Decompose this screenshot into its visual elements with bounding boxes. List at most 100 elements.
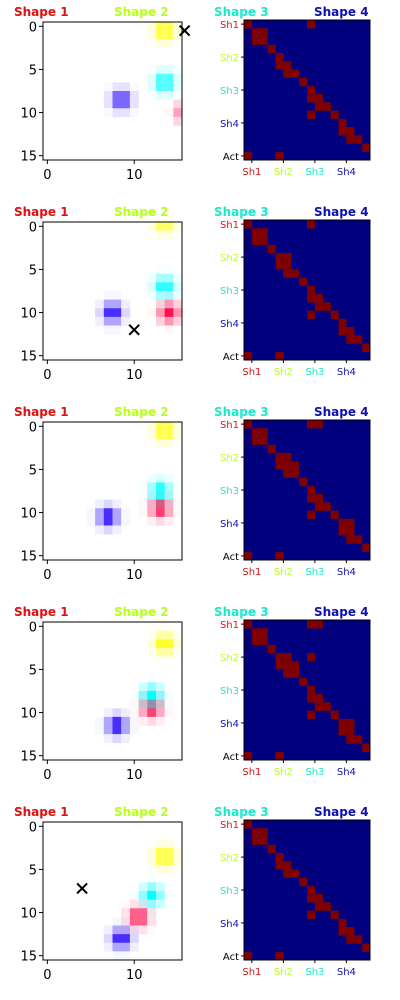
matrix-cell-active: [346, 527, 355, 536]
grid-cell: [121, 934, 131, 944]
grid-cell: [164, 439, 174, 449]
grid-cell: [155, 22, 165, 31]
grid-cell: [103, 299, 113, 309]
matrix-cell-active: [283, 861, 292, 870]
grid-cell: [147, 682, 157, 692]
grid-cell: [164, 708, 174, 718]
matrix-cell-active: [322, 302, 331, 311]
matrix-cell-active: [314, 894, 323, 903]
grid-cells: [103, 839, 183, 961]
grid-cell: [164, 282, 174, 292]
grid-cell: [112, 934, 122, 944]
matrix-cell-active: [362, 343, 371, 352]
grid-cell: [155, 291, 165, 300]
grid-cell: [164, 647, 174, 657]
matrix-cell-active: [330, 910, 339, 920]
matrix-cell-active: [346, 327, 355, 336]
grid-cell: [164, 639, 174, 649]
matrix-cell-active: [244, 951, 253, 961]
matrix-cell-active: [338, 727, 347, 736]
matrix-cell-active: [338, 718, 347, 728]
matrix-cell-active: [307, 885, 316, 895]
matrix-cell-active: [251, 28, 260, 37]
position-marker: [178, 24, 191, 37]
grid-cell: [129, 108, 139, 118]
grid-cell: [138, 925, 148, 935]
matrix-cell-active: [283, 652, 292, 662]
matrix-cell-active: [267, 44, 276, 54]
matrix-cell-active: [275, 261, 284, 270]
matrix-cell-active: [307, 220, 316, 229]
grid-cell: [129, 925, 139, 935]
matrix-cell-active: [307, 110, 316, 120]
grid-cell: [155, 847, 165, 857]
grid-cell: [121, 82, 131, 92]
matrix-cell-active: [291, 869, 300, 878]
matrix-x-tick-label: Sh3: [305, 367, 324, 378]
matrix-cell-active: [346, 518, 355, 528]
grid-cell: [138, 482, 148, 492]
grid-cell: [112, 91, 122, 100]
matrix-cell-active: [275, 452, 284, 462]
legend-label-shape-3: Shape 3: [214, 405, 269, 419]
matrix-y-tick-label: Sh3: [220, 686, 239, 697]
grid-panel-frame: [42, 621, 183, 761]
grid-cell: [147, 473, 157, 483]
grid-cell: [164, 273, 174, 283]
grid-cell: [155, 82, 165, 92]
matrix-y-tick-label: Sh4: [220, 519, 239, 530]
grid-cell: [173, 282, 183, 292]
grid-cell: [173, 230, 183, 240]
grid-cell: [164, 691, 174, 700]
grid-x-tick-label: 0: [43, 168, 51, 183]
grid-cell: [121, 508, 131, 518]
matrix-cell-active: [307, 494, 316, 503]
grid-cell: [164, 856, 174, 866]
matrix-cell-active: [322, 102, 331, 111]
grid-cell: [155, 839, 165, 849]
grid-y-tick-label: 5: [29, 463, 37, 478]
grid-y-tick-label: 5: [29, 63, 37, 78]
grid-cell: [95, 299, 105, 309]
matrix-cell-active: [346, 935, 355, 944]
grid-cell: [147, 899, 157, 909]
grid-cell: [103, 734, 113, 744]
grid-cell: [112, 99, 122, 109]
matrix-cell-active: [283, 461, 292, 470]
legend-label-shape-4: Shape 4: [314, 605, 369, 619]
grid-cell: [103, 91, 113, 100]
grid-cell: [164, 630, 174, 640]
grid-cell: [173, 299, 183, 309]
grid-cell: [103, 82, 113, 92]
legend-label-shape-2: Shape 2: [114, 5, 169, 19]
matrix-cell-active: [307, 420, 316, 429]
grid-cell: [164, 73, 174, 83]
matrix-cell-active: [354, 935, 363, 944]
matrix-cell-active: [299, 477, 308, 487]
matrix-x-tick-label: Sh3: [305, 967, 324, 978]
grid-cell: [129, 908, 139, 918]
matrix-cell-active: [314, 620, 323, 629]
grid-cell: [173, 847, 183, 857]
matrix-cell-active: [275, 252, 284, 262]
grid-cell: [147, 65, 157, 75]
grid-cell: [173, 439, 183, 449]
grid-cell: [86, 516, 96, 526]
grid-cell: [164, 516, 174, 526]
matrix-cell-active: [338, 118, 347, 128]
grid-cell: [121, 716, 131, 726]
grid-cell: [121, 99, 131, 109]
frame-row-5: Shape 1 Shape 2 Shape 3 Shape 4 0 5 10 15 0 10 Sh1…: [14, 805, 371, 983]
grid-cell: [173, 273, 183, 283]
matrix-cell-active: [259, 636, 268, 645]
matrix-y-tick-label: Sh2: [220, 53, 239, 64]
grid-cell: [103, 325, 113, 335]
grid-panel-frame: [42, 221, 183, 361]
grid-cell: [121, 734, 131, 744]
grid-cell: [155, 891, 165, 900]
grid-cell: [164, 508, 174, 518]
matrix-cell-active: [362, 943, 371, 952]
grid-cell: [129, 99, 139, 109]
matrix-cell-active: [275, 661, 284, 670]
matrix-cell-active: [283, 269, 292, 278]
